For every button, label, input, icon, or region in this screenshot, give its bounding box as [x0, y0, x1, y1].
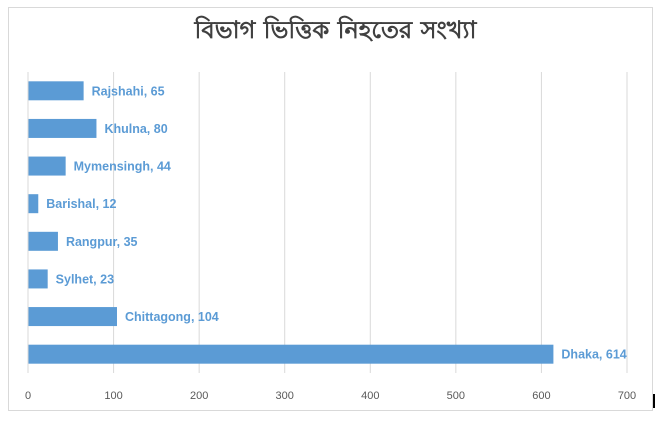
chart-frame — [8, 7, 653, 411]
bars — [28, 81, 554, 364]
x-tick-label: 0 — [25, 390, 31, 402]
bar-khulna — [28, 118, 97, 138]
bar-barishal — [28, 194, 39, 214]
x-tick-label: 300 — [276, 390, 294, 402]
x-tick-label: 500 — [447, 390, 465, 402]
bar-rajshahi — [28, 81, 84, 101]
x-axis-ticks: 0 100 200 300 400 500 600 700 — [25, 390, 636, 402]
data-label-mymensingh: Mymensingh, 44 — [74, 160, 171, 174]
data-label-rajshahi: Rajshahi, 65 — [92, 84, 165, 98]
x-tick-label: 700 — [618, 390, 636, 402]
x-tick-label: 600 — [532, 390, 550, 402]
chart-title: বিভাগ ভিত্তিক নিহতের সংখ্যা — [194, 16, 477, 44]
bar-sylhet — [28, 269, 48, 289]
bar-dhaka — [28, 344, 554, 364]
bar-mymensingh — [28, 156, 66, 176]
bar-chittagong — [28, 307, 117, 327]
data-label-khulna: Khulna, 80 — [104, 122, 167, 136]
data-label-chittagong: Chittagong, 104 — [125, 310, 219, 324]
data-label-sylhet: Sylhet, 23 — [56, 272, 114, 286]
text-cursor — [653, 394, 655, 408]
x-tick-label: 400 — [361, 390, 379, 402]
gridlines — [27, 72, 628, 373]
x-tick-label: 200 — [190, 390, 208, 402]
bar-rangpur — [28, 231, 58, 251]
data-label-dhaka: Dhaka, 614 — [561, 348, 626, 362]
x-tick-label: 100 — [104, 390, 122, 402]
data-labels: Dhaka, 614 Chittagong, 104 Sylhet, 23 Rangp… — [46, 84, 627, 361]
data-label-barishal: Barishal, 12 — [46, 197, 116, 211]
data-label-rangpur: Rangpur, 35 — [66, 235, 138, 249]
